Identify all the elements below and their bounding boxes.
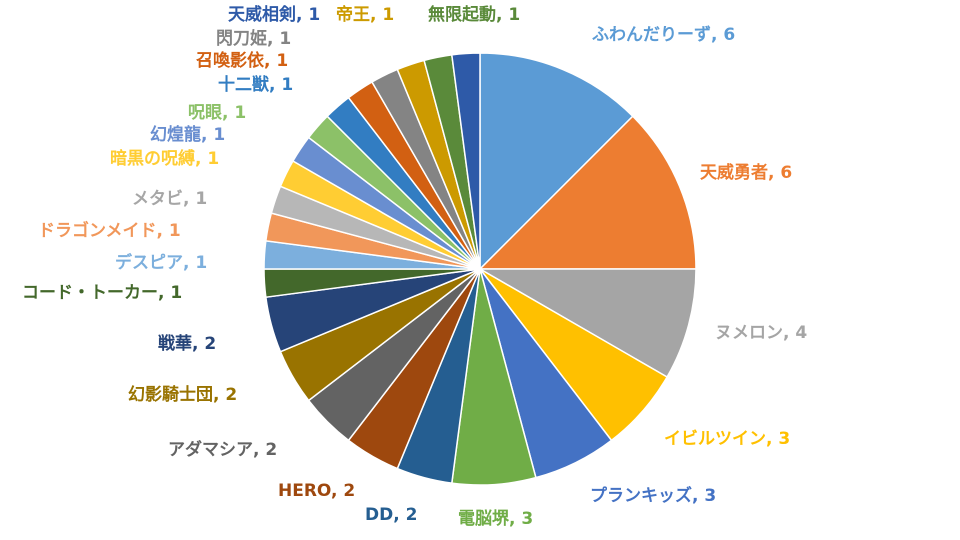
slice-label: 幻影騎士団, 2 xyxy=(128,384,237,405)
slice-label: プランキッズ, 3 xyxy=(590,485,716,506)
slice-label: 戦華, 2 xyxy=(158,333,216,354)
slice-label: 帝王, 1 xyxy=(336,4,394,25)
slice-label: デスピア, 1 xyxy=(115,252,207,273)
slice-label: 召喚影依, 1 xyxy=(196,50,288,71)
slice-label: 電脳堺, 3 xyxy=(458,508,533,529)
slice-label: 無限起動, 1 xyxy=(428,4,520,25)
slice-label: ドラゴンメイド, 1 xyxy=(38,220,181,241)
slice-label: 幻煌龍, 1 xyxy=(150,124,225,145)
slice-label: メタビ, 1 xyxy=(132,189,207,209)
slice-label: 呪眼, 1 xyxy=(188,103,246,123)
pie-slice xyxy=(478,115,697,270)
pie-slice xyxy=(479,52,634,271)
slice-label: ふわんだりーず, 6 xyxy=(592,25,735,45)
slice-label: DD, 2 xyxy=(365,505,417,525)
pie-slice xyxy=(450,52,481,270)
slice-label: 十二獣, 1 xyxy=(218,74,293,95)
slice-label: イビルツイン, 3 xyxy=(664,429,790,449)
slice-label: 天威相剣, 1 xyxy=(228,4,320,25)
pie-slices xyxy=(263,52,697,486)
slice-label: 暗黒の呪縛, 1 xyxy=(110,148,219,169)
slice-label: ヌメロン, 4 xyxy=(715,323,807,343)
slice-label: コード・トーカー, 1 xyxy=(22,283,182,303)
slice-label: 閃刀姫, 1 xyxy=(216,28,291,49)
slice-label: 天威勇者, 6 xyxy=(700,162,792,183)
slice-label: HERO, 2 xyxy=(278,481,355,501)
slice-label: アダマシア, 2 xyxy=(168,439,277,460)
pie-labels: ふわんだりーず, 6 天威勇者, 6 ヌメロン, 4 イビルツイン, 3 プランキッズ,… xyxy=(22,4,807,529)
pie-slice xyxy=(477,268,697,379)
